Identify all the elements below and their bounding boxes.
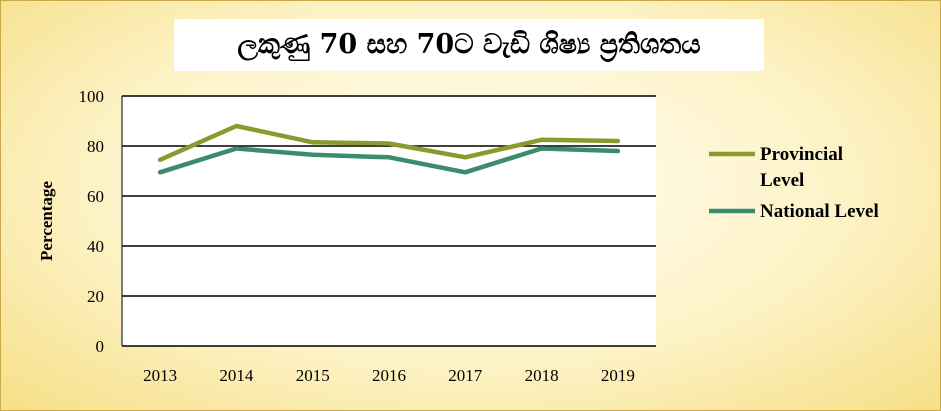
x-tick-label: 2014 bbox=[219, 366, 254, 385]
y-tick-label: 80 bbox=[87, 137, 104, 156]
x-tick-label: 2018 bbox=[525, 366, 559, 385]
chart-title-box: ලකුණු 70 සහ 70ට වැඩි ශිෂ්‍ය ප්‍රතිශතය bbox=[174, 19, 764, 71]
y-tick-label: 40 bbox=[87, 237, 104, 256]
gridlines bbox=[121, 95, 656, 347]
series-lines bbox=[157, 123, 621, 175]
plot-area bbox=[122, 96, 656, 346]
series-line-national bbox=[157, 146, 621, 175]
x-tick-label: 2017 bbox=[448, 366, 483, 385]
x-tick-label: 2015 bbox=[296, 366, 330, 385]
legend-label-national: National Level bbox=[760, 201, 879, 222]
y-tick-label: 20 bbox=[87, 287, 104, 306]
y-axis-title: Percentage bbox=[37, 181, 56, 261]
legend: Provincial Level National Level bbox=[709, 144, 879, 222]
chart-title: ලකුණු 70 සහ 70ට වැඩි ශිෂ්‍ය ප්‍රතිශතය bbox=[237, 29, 701, 60]
y-tick-label: 0 bbox=[96, 337, 105, 356]
x-tick-label: 2016 bbox=[372, 366, 406, 385]
series-line-provincial bbox=[157, 123, 621, 163]
x-tick-label: 2013 bbox=[143, 366, 177, 385]
x-tick-label: 2019 bbox=[601, 366, 635, 385]
y-tick-label: 100 bbox=[79, 87, 105, 106]
x-axis-ticks: 2013 2014 2015 2016 2017 2018 2019 bbox=[143, 366, 635, 385]
legend-label-provincial: Provincial Level bbox=[760, 144, 843, 191]
y-tick-label: 60 bbox=[87, 187, 104, 206]
y-axis-ticks: 0 20 40 60 80 100 bbox=[79, 87, 105, 356]
